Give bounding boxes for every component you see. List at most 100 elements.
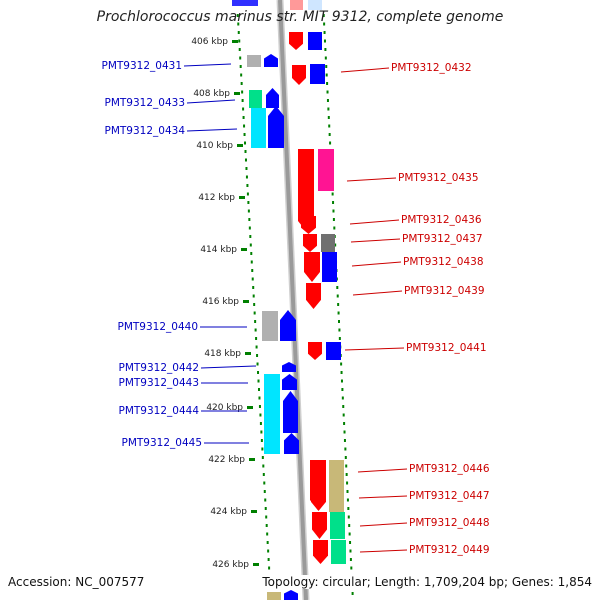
gene-arrow: [308, 0, 322, 10]
gene-arrow: [289, 32, 303, 50]
label-leader-line: [186, 99, 236, 104]
axis-tick-label: 408 kbp: [193, 89, 230, 99]
gene-arrow: [292, 65, 306, 85]
gene-arrow: [290, 0, 303, 10]
gene-arrow: [311, 485, 326, 511]
axis-tick-mark: [247, 406, 253, 409]
gene-label-left: PMT9312_0444: [119, 405, 200, 417]
gene-arrow: [301, 216, 316, 234]
axis-tick-mark: [239, 196, 245, 199]
axis-tick-label: 416 kbp: [202, 297, 239, 307]
axis-tick-mark: [237, 144, 243, 147]
label-leader-line: [346, 177, 397, 182]
axis-tick-mark: [243, 300, 249, 303]
gene-arrow: [268, 106, 284, 148]
gene-label-right: PMT9312_0449: [409, 544, 490, 556]
gene-label-right: PMT9312_0437: [402, 233, 483, 245]
gene-arrow: [284, 590, 298, 600]
gene-arrow: [251, 108, 266, 148]
axis-tick-mark: [249, 458, 255, 461]
gene-arrow: [282, 374, 297, 390]
gene-arrow: [326, 342, 341, 360]
gene-arrow: [298, 149, 314, 231]
gene-arrow: [232, 0, 258, 6]
axis-tick-label: 414 kbp: [200, 245, 237, 255]
gene-arrow: [322, 252, 337, 282]
axis-tick-label: 426 kbp: [212, 560, 249, 570]
axis-tick-mark: [251, 510, 257, 513]
gene-arrow: [266, 88, 279, 108]
label-leader-line: [359, 522, 408, 527]
label-leader-line: [349, 219, 400, 225]
gene-label-right: PMT9312_0439: [404, 285, 485, 297]
gene-arrow: [321, 234, 335, 252]
gene-arrow: [306, 283, 321, 309]
genome-title: Prochlorococcus marinus str. MIT 9312, c…: [96, 9, 504, 25]
gene-label-right: PMT9312_0435: [398, 172, 479, 184]
gene-arrow: [267, 592, 281, 600]
label-leader-line: [358, 495, 408, 499]
topology-text: Topology: circular; Length: 1,709,204 bp…: [260, 575, 594, 589]
label-leader-line: [357, 468, 408, 473]
gene-label-left: PMT9312_0443: [119, 377, 200, 389]
axis-tick-mark: [234, 92, 240, 95]
accession-text: Accession: NC_007577: [6, 575, 147, 589]
gene-arrow: [282, 362, 296, 372]
gene-label-left: PMT9312_0434: [105, 125, 186, 137]
gene-arrow: [283, 391, 298, 433]
gene-arrow: [318, 149, 334, 191]
gene-arrow: [308, 32, 322, 50]
axis-tick-mark: [245, 352, 251, 355]
left-tick-rail: [236, 14, 272, 595]
gene-label-left: PMT9312_0442: [119, 362, 200, 374]
label-leader-line: [186, 128, 238, 132]
gene-arrow: [313, 540, 328, 564]
label-leader-line: [183, 63, 232, 67]
label-leader-line: [340, 67, 390, 73]
label-leader-line: [200, 365, 257, 369]
gene-arrow: [280, 310, 296, 341]
axis-tick-mark: [253, 563, 259, 566]
axis-tick-label: 410 kbp: [196, 141, 233, 151]
label-leader-line: [359, 549, 408, 553]
label-leader-line: [350, 238, 401, 243]
gene-arrow: [264, 374, 280, 454]
gene-label-right: PMT9312_0446: [409, 463, 490, 475]
gene-arrow: [264, 54, 278, 67]
gene-arrow: [304, 252, 320, 282]
axis-tick-label: 420 kbp: [206, 403, 243, 413]
axis-tick-mark: [232, 40, 238, 43]
gene-arrow: [329, 460, 344, 512]
genome-backbone: [278, 0, 308, 600]
axis-tick-label: 424 kbp: [210, 507, 247, 517]
gene-label-left: PMT9312_0445: [122, 437, 203, 449]
label-leader-line: [352, 290, 403, 296]
gene-label-right: PMT9312_0436: [401, 214, 482, 226]
gene-arrow: [312, 512, 327, 539]
gene-arrow: [308, 342, 322, 360]
label-leader-line: [344, 347, 405, 351]
gene-arrow: [247, 55, 261, 67]
gene-arrow: [331, 540, 346, 564]
gene-arrow: [249, 90, 262, 108]
gene-label-left: PMT9312_0440: [118, 321, 199, 333]
axis-tick-mark: [241, 248, 247, 251]
gene-label-right: PMT9312_0432: [391, 62, 472, 74]
axis-tick-label: 422 kbp: [208, 455, 245, 465]
gene-arrow: [310, 64, 325, 84]
axis-tick-label: 418 kbp: [204, 349, 241, 359]
gene-arrow: [262, 311, 278, 341]
gene-label-left: PMT9312_0433: [105, 97, 186, 109]
gene-arrow: [330, 512, 345, 539]
gene-label-left: PMT9312_0431: [102, 60, 183, 72]
axis-tick-label: 412 kbp: [198, 193, 235, 203]
gene-arrow: [284, 433, 299, 454]
gene-label-right: PMT9312_0441: [406, 342, 487, 354]
gene-label-right: PMT9312_0438: [403, 256, 484, 268]
gene-arrow: [303, 234, 317, 252]
axis-tick-label: 406 kbp: [191, 37, 228, 47]
gene-label-right: PMT9312_0447: [409, 490, 490, 502]
label-leader-line: [351, 261, 402, 267]
gene-label-right: PMT9312_0448: [409, 517, 490, 529]
